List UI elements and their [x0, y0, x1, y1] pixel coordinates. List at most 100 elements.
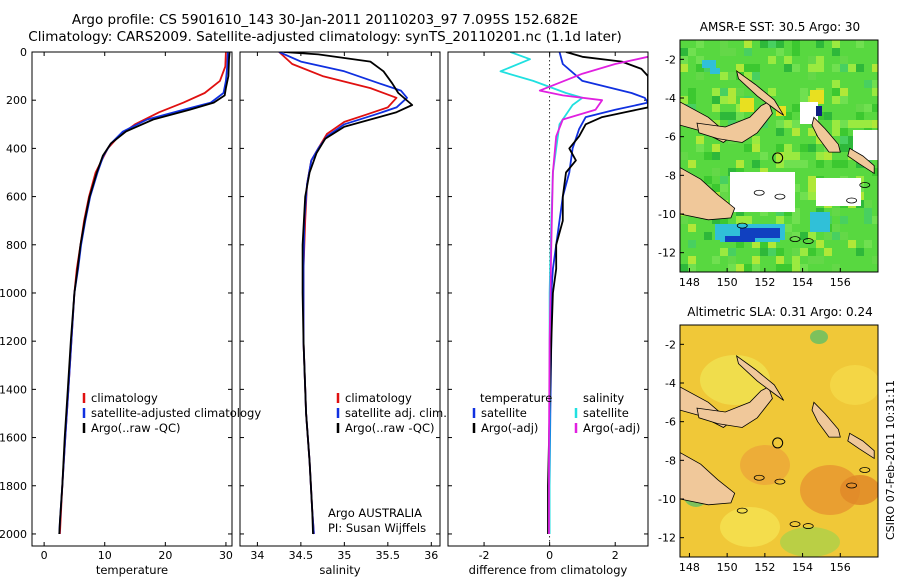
- sla-anomaly-patch: [740, 445, 790, 485]
- legend-header-salinity: salinity: [583, 391, 624, 405]
- sst-cell: [720, 248, 728, 256]
- sst-cell: [752, 256, 760, 264]
- sst-cell: [728, 88, 736, 96]
- sst-cell: [816, 152, 824, 160]
- legend-temp-argo: Argo(-adj): [481, 421, 538, 435]
- sst-cell: [848, 136, 856, 144]
- series-line-magenta: [538, 55, 648, 534]
- sst-cell: [808, 192, 816, 200]
- sst-cell: [712, 168, 720, 176]
- sst-cool-patch: [710, 68, 720, 74]
- sst-cell: [848, 120, 856, 128]
- series-group: [278, 52, 414, 535]
- series-group: [58, 52, 231, 535]
- map-field: [680, 40, 878, 272]
- sla-anomaly-patch: [780, 527, 840, 557]
- sst-cell: [736, 240, 744, 248]
- sst-cell: [760, 240, 768, 248]
- series-line-climatology: [278, 52, 398, 535]
- series-line-satellite: [278, 52, 408, 535]
- sst-cell: [784, 232, 792, 240]
- sst-cell: [768, 88, 776, 96]
- annotation-argo-australia: Argo AUSTRALIA: [328, 506, 422, 520]
- sst-cell: [840, 56, 848, 64]
- land-mass: [735, 354, 785, 401]
- sst-cell: [744, 40, 752, 48]
- sst-cell: [840, 216, 848, 224]
- sst-cell: [784, 264, 792, 272]
- sst-cell: [680, 264, 688, 272]
- sst-cell: [784, 112, 792, 120]
- sst-cell: [760, 152, 768, 160]
- sst-cell: [752, 136, 760, 144]
- sst-warm-patch: [740, 98, 754, 112]
- sst-cell: [720, 96, 728, 104]
- sst-cell: [872, 104, 878, 112]
- sla-anomaly-patch: [800, 465, 860, 515]
- legend-climatology: climatology: [91, 391, 158, 405]
- map-x-tick-label: 152: [754, 276, 775, 289]
- sst-cell: [792, 64, 800, 72]
- sst-cell: [872, 120, 878, 128]
- sst-map-title: AMSR-E SST: 30.5 Argo: 30: [699, 20, 861, 34]
- figure-title-line-2: Climatology: CARS2009. Satellite-adjuste…: [28, 29, 622, 45]
- sst-cell: [800, 160, 808, 168]
- sst-cell: [704, 232, 712, 240]
- legend-sal-satellite: satellite: [583, 406, 629, 420]
- sst-cell: [808, 144, 816, 152]
- map-y-tick-label: -4: [665, 92, 676, 105]
- sst-cell: [792, 104, 800, 112]
- sst-cell: [840, 120, 848, 128]
- sst-cell: [848, 64, 856, 72]
- sst-cell: [824, 248, 832, 256]
- legend-argo: Argo(..raw -QC): [345, 421, 435, 435]
- sst-cell: [784, 64, 792, 72]
- x-tick-label: 30: [219, 549, 233, 562]
- sst-cell: [688, 96, 696, 104]
- island-outline: [774, 478, 786, 485]
- sst-cell: [752, 160, 760, 168]
- map-field: [680, 325, 878, 557]
- sla-anomaly-patch: [830, 365, 878, 405]
- sst-cell: [864, 216, 872, 224]
- sst-cell: [696, 72, 704, 80]
- sst-cell: [728, 48, 736, 56]
- sst-cell: [840, 160, 848, 168]
- sst-cell: [872, 88, 878, 96]
- map-x-tick-label: 150: [717, 561, 738, 574]
- island-outline: [753, 189, 765, 196]
- island-outline: [859, 467, 871, 473]
- y-tick-label: 200: [6, 94, 27, 107]
- sst-cell: [768, 56, 776, 64]
- x-axis-label: salinity: [319, 563, 360, 577]
- map-y-tick-label: -2: [665, 338, 676, 351]
- map-frame: [679, 39, 879, 273]
- island-outline: [859, 182, 871, 188]
- island-outline: [846, 482, 857, 489]
- sst-cell: [752, 144, 760, 152]
- sst-cell: [728, 112, 736, 120]
- sst-cell: [808, 248, 816, 256]
- sst-cell: [720, 176, 728, 184]
- sst-cell: [736, 112, 744, 120]
- land-mass: [847, 432, 875, 460]
- sst-warm-patch: [810, 90, 824, 104]
- land-mass: [680, 452, 736, 506]
- sst-cell: [776, 152, 784, 160]
- sst-cell: [800, 232, 808, 240]
- sst-cell: [736, 64, 744, 72]
- x-tick-label: 34: [250, 549, 264, 562]
- y-tick-label: 1200: [0, 335, 27, 348]
- map-x-tick-label: 152: [754, 561, 775, 574]
- sst-cell: [776, 256, 784, 264]
- series-group: [499, 52, 648, 534]
- sst-cell: [752, 80, 760, 88]
- map-x-tick-label: 154: [792, 276, 813, 289]
- map-x-tick-label: 148: [679, 276, 700, 289]
- sst-cell: [688, 256, 696, 264]
- x-axis-label: difference from climatology: [469, 563, 628, 577]
- map-y-tick-label: -12: [658, 532, 676, 545]
- legend-temp-satellite: satellite: [481, 406, 527, 420]
- sst-cell: [872, 80, 878, 88]
- map-x-tick-label: 154: [792, 561, 813, 574]
